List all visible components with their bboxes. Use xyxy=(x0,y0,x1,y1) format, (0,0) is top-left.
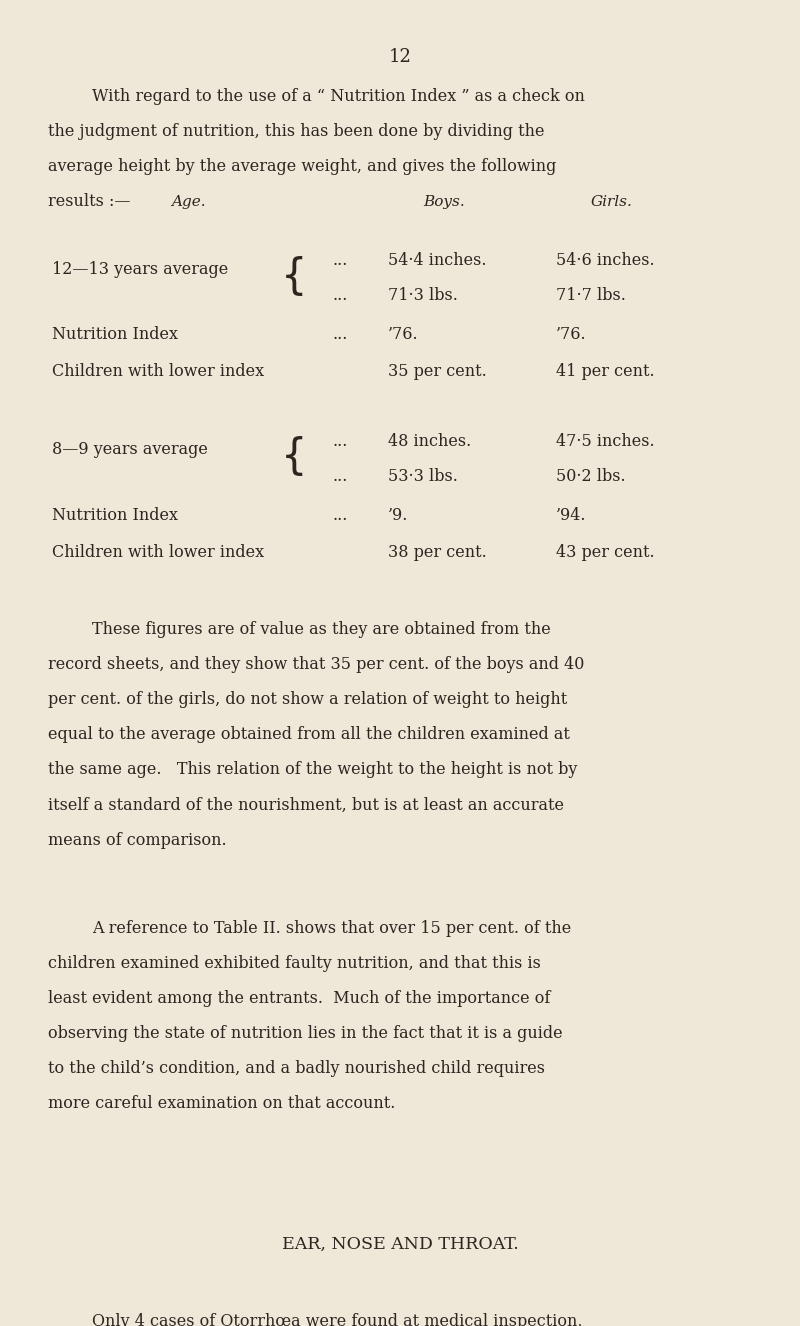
Text: With regard to the use of a “ Nutrition Index ” as a check on: With regard to the use of a “ Nutrition … xyxy=(92,88,585,105)
Text: $\{$: $\{$ xyxy=(280,434,304,477)
Text: ...: ... xyxy=(332,326,347,342)
Text: Girls.: Girls. xyxy=(591,195,633,210)
Text: 12: 12 xyxy=(389,48,411,66)
Text: equal to the average obtained from all the children examined at: equal to the average obtained from all t… xyxy=(48,727,570,744)
Text: 43 per cent.: 43 per cent. xyxy=(556,544,654,561)
Text: ’94.: ’94. xyxy=(556,507,586,524)
Text: ...: ... xyxy=(332,432,347,450)
Text: 41 per cent.: 41 per cent. xyxy=(556,362,654,379)
Text: 47·5 inches.: 47·5 inches. xyxy=(556,432,654,450)
Text: ...: ... xyxy=(332,468,347,485)
Text: 54·4 inches.: 54·4 inches. xyxy=(388,252,486,269)
Text: more careful examination on that account.: more careful examination on that account… xyxy=(48,1095,395,1113)
Text: the judgment of nutrition, this has been done by dividing the: the judgment of nutrition, this has been… xyxy=(48,122,545,139)
Text: ...: ... xyxy=(332,286,347,304)
Text: least evident among the entrants.  Much of the importance of: least evident among the entrants. Much o… xyxy=(48,989,550,1006)
Text: Nutrition Index: Nutrition Index xyxy=(52,507,178,524)
Text: These figures are of value as they are obtained from the: These figures are of value as they are o… xyxy=(92,621,550,638)
Text: children examined exhibited faulty nutrition, and that this is: children examined exhibited faulty nutri… xyxy=(48,955,541,972)
Text: observing the state of nutrition lies in the fact that it is a guide: observing the state of nutrition lies in… xyxy=(48,1025,562,1042)
Text: 48 inches.: 48 inches. xyxy=(388,432,471,450)
Text: 71·3 lbs.: 71·3 lbs. xyxy=(388,286,458,304)
Text: EAR, NOSE AND THROAT.: EAR, NOSE AND THROAT. xyxy=(282,1236,518,1253)
Text: Age.: Age. xyxy=(170,195,206,210)
Text: Only 4 cases of Otorrhœa were found at medical inspection,: Only 4 cases of Otorrhœa were found at m… xyxy=(92,1313,582,1326)
Text: means of comparison.: means of comparison. xyxy=(48,831,226,849)
Text: Children with lower index: Children with lower index xyxy=(52,362,264,379)
Text: ’76.: ’76. xyxy=(388,326,418,342)
Text: 35 per cent.: 35 per cent. xyxy=(388,362,486,379)
Text: itself a standard of the nourishment, but is at least an accurate: itself a standard of the nourishment, bu… xyxy=(48,797,564,814)
Text: ’9.: ’9. xyxy=(388,507,408,524)
Text: Nutrition Index: Nutrition Index xyxy=(52,326,178,342)
Text: Children with lower index: Children with lower index xyxy=(52,544,264,561)
Text: results :—: results :— xyxy=(48,192,130,210)
Text: 8—9 years average: 8—9 years average xyxy=(52,440,208,457)
Text: ’76.: ’76. xyxy=(556,326,586,342)
Text: 38 per cent.: 38 per cent. xyxy=(388,544,486,561)
Text: ...: ... xyxy=(332,507,347,524)
Text: $\{$: $\{$ xyxy=(280,255,304,298)
Text: the same age.   This relation of the weight to the height is not by: the same age. This relation of the weigh… xyxy=(48,761,578,778)
Text: 53·3 lbs.: 53·3 lbs. xyxy=(388,468,458,485)
Text: 54·6 inches.: 54·6 inches. xyxy=(556,252,654,269)
Text: 12—13 years average: 12—13 years average xyxy=(52,261,228,278)
Text: record sheets, and they show that 35 per cent. of the boys and 40: record sheets, and they show that 35 per… xyxy=(48,656,584,674)
Text: A reference to Table II. shows that over 15 per cent. of the: A reference to Table II. shows that over… xyxy=(92,920,571,936)
Text: 50·2 lbs.: 50·2 lbs. xyxy=(556,468,626,485)
Text: Boys.: Boys. xyxy=(423,195,465,210)
Text: ...: ... xyxy=(332,252,347,269)
Text: to the child’s condition, and a badly nourished child requires: to the child’s condition, and a badly no… xyxy=(48,1059,545,1077)
Text: per cent. of the girls, do not show a relation of weight to height: per cent. of the girls, do not show a re… xyxy=(48,691,567,708)
Text: 71·7 lbs.: 71·7 lbs. xyxy=(556,286,626,304)
Text: average height by the average weight, and gives the following: average height by the average weight, an… xyxy=(48,158,556,175)
